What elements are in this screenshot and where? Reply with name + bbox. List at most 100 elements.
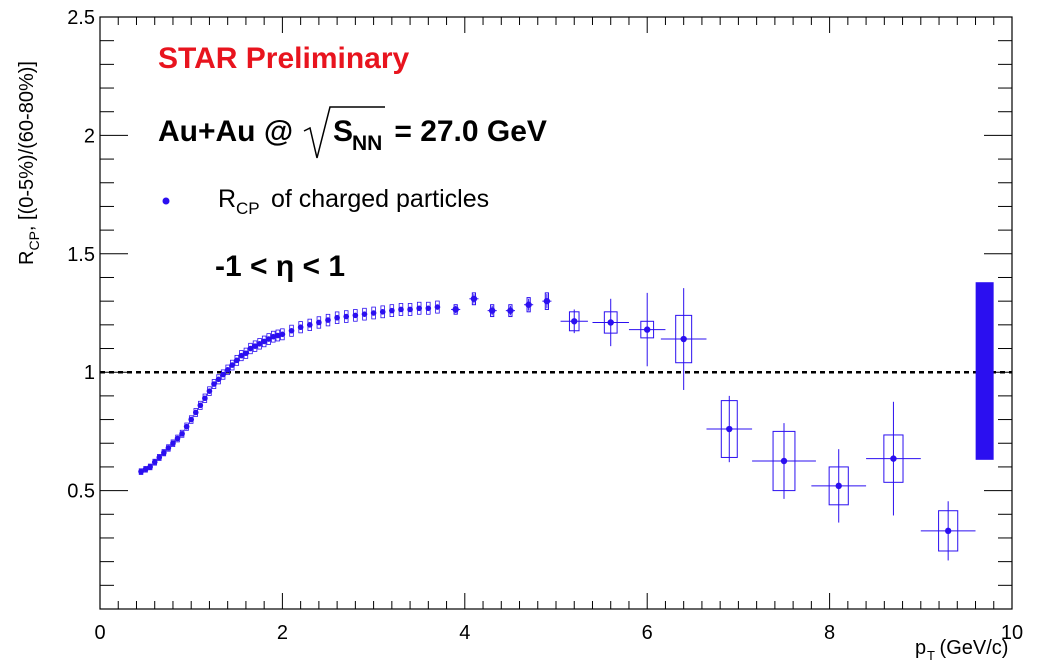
data-point — [325, 317, 331, 323]
y-tick-label: 2 — [84, 125, 95, 147]
eta-range-label: -1 < η < 1 — [215, 250, 345, 283]
data-point — [247, 345, 254, 352]
data-point — [174, 435, 181, 442]
data-point — [224, 367, 231, 373]
chart-title: STAR Preliminary — [158, 42, 410, 75]
data-point — [142, 466, 149, 473]
data-point — [890, 455, 897, 462]
data-point — [452, 306, 459, 313]
data-point — [151, 459, 158, 465]
x-tick-label: 0 — [94, 622, 105, 644]
data-point — [944, 527, 952, 535]
data-point — [261, 338, 267, 345]
y-tick-label: 1 — [84, 362, 95, 384]
data-point — [188, 416, 194, 423]
data-point — [343, 313, 350, 320]
data-point — [425, 305, 432, 312]
x-tick-label: 4 — [459, 622, 470, 644]
legend: R CP of charged particles — [162, 185, 489, 218]
data-point — [525, 301, 532, 308]
plot-frame — [99, 16, 1013, 610]
data-point — [197, 402, 204, 409]
data-point — [488, 307, 496, 314]
data-point — [316, 319, 322, 326]
data-point — [170, 440, 176, 447]
y-axis-label-sub: CP — [26, 231, 42, 250]
collision-prefix: Au+Au @ — [158, 115, 293, 148]
data-point — [288, 327, 295, 334]
data-point — [215, 376, 222, 383]
data-point — [238, 352, 245, 359]
data-point — [398, 306, 404, 313]
data-point — [275, 332, 281, 339]
data-point — [243, 350, 249, 357]
data-point — [434, 304, 441, 310]
data-point — [234, 357, 240, 364]
data-point — [543, 297, 551, 305]
data-point — [306, 322, 313, 328]
data-point — [370, 310, 377, 316]
y-axis-label: RCP, [(0-5%)/(60-80%)] — [16, 61, 42, 265]
x-axis-label-main: p — [915, 637, 926, 659]
data-point — [202, 395, 208, 402]
data-point — [726, 425, 733, 433]
data-point — [138, 468, 144, 475]
data-point — [416, 305, 423, 312]
data-point — [407, 306, 413, 313]
data-point — [265, 336, 272, 342]
x-tick-label: 2 — [277, 622, 288, 644]
data-point — [147, 464, 153, 470]
data-point — [256, 340, 263, 347]
data-point — [470, 295, 478, 302]
y-tick-label: 0.5 — [67, 481, 95, 503]
data-point — [835, 482, 842, 490]
x-axis-label-sub: T — [927, 648, 935, 663]
data-point — [379, 309, 386, 315]
data-point — [192, 409, 199, 416]
x-axis-label: p T (GeV/c) — [915, 637, 1008, 663]
data-point — [211, 381, 217, 387]
data-point — [389, 307, 395, 314]
collision-label: Au+Au @ S NN = 27.0 GeV — [158, 106, 547, 159]
data-point — [220, 371, 226, 378]
data-markers — [138, 295, 952, 535]
data-point — [161, 449, 167, 456]
legend-label-sub: CP — [236, 199, 260, 218]
statistical-error-bars — [451, 288, 976, 561]
y-tick-label: 2.5 — [67, 7, 95, 29]
systematic-error-boxes — [138, 292, 959, 552]
data-point — [507, 307, 514, 314]
collision-sqrt-subscript: NN — [352, 132, 382, 155]
y-tick-label: 1.5 — [67, 244, 95, 266]
x-tick-label: 6 — [642, 622, 653, 644]
x-tick-label: 10 — [1001, 622, 1023, 644]
data-point — [165, 445, 172, 451]
data-point — [644, 326, 651, 333]
normalization-uncertainty-band — [975, 282, 994, 460]
data-point — [334, 314, 340, 321]
data-point — [156, 454, 163, 461]
y-axis-ticks: 0.5 1 1.5 2 2.5 — [67, 7, 1012, 610]
x-axis-label-unit: (GeV/c) — [934, 637, 1008, 659]
data-point — [279, 331, 286, 338]
legend-label-main: R — [218, 185, 236, 213]
data-point — [179, 430, 185, 437]
data-point — [571, 318, 578, 325]
sqrt-radical-icon — [303, 106, 385, 159]
data-point — [270, 333, 277, 340]
legend-marker-icon — [162, 197, 170, 205]
data-point — [297, 324, 304, 331]
data-point — [183, 423, 190, 430]
data-point — [780, 457, 788, 465]
data-point — [352, 312, 359, 319]
y-axis-label-main: R — [16, 251, 38, 265]
data-point — [361, 311, 368, 317]
x-tick-label: 8 — [824, 622, 835, 644]
legend-label-rest: of charged particles — [264, 185, 489, 213]
data-point — [607, 319, 614, 326]
y-axis-label-rest: , [(0-5%)/(60-80%)] — [16, 61, 38, 231]
data-point — [252, 343, 258, 349]
collision-sqrt-symbol: S — [333, 115, 353, 148]
collision-energy: = 27.0 GeV — [386, 115, 547, 148]
